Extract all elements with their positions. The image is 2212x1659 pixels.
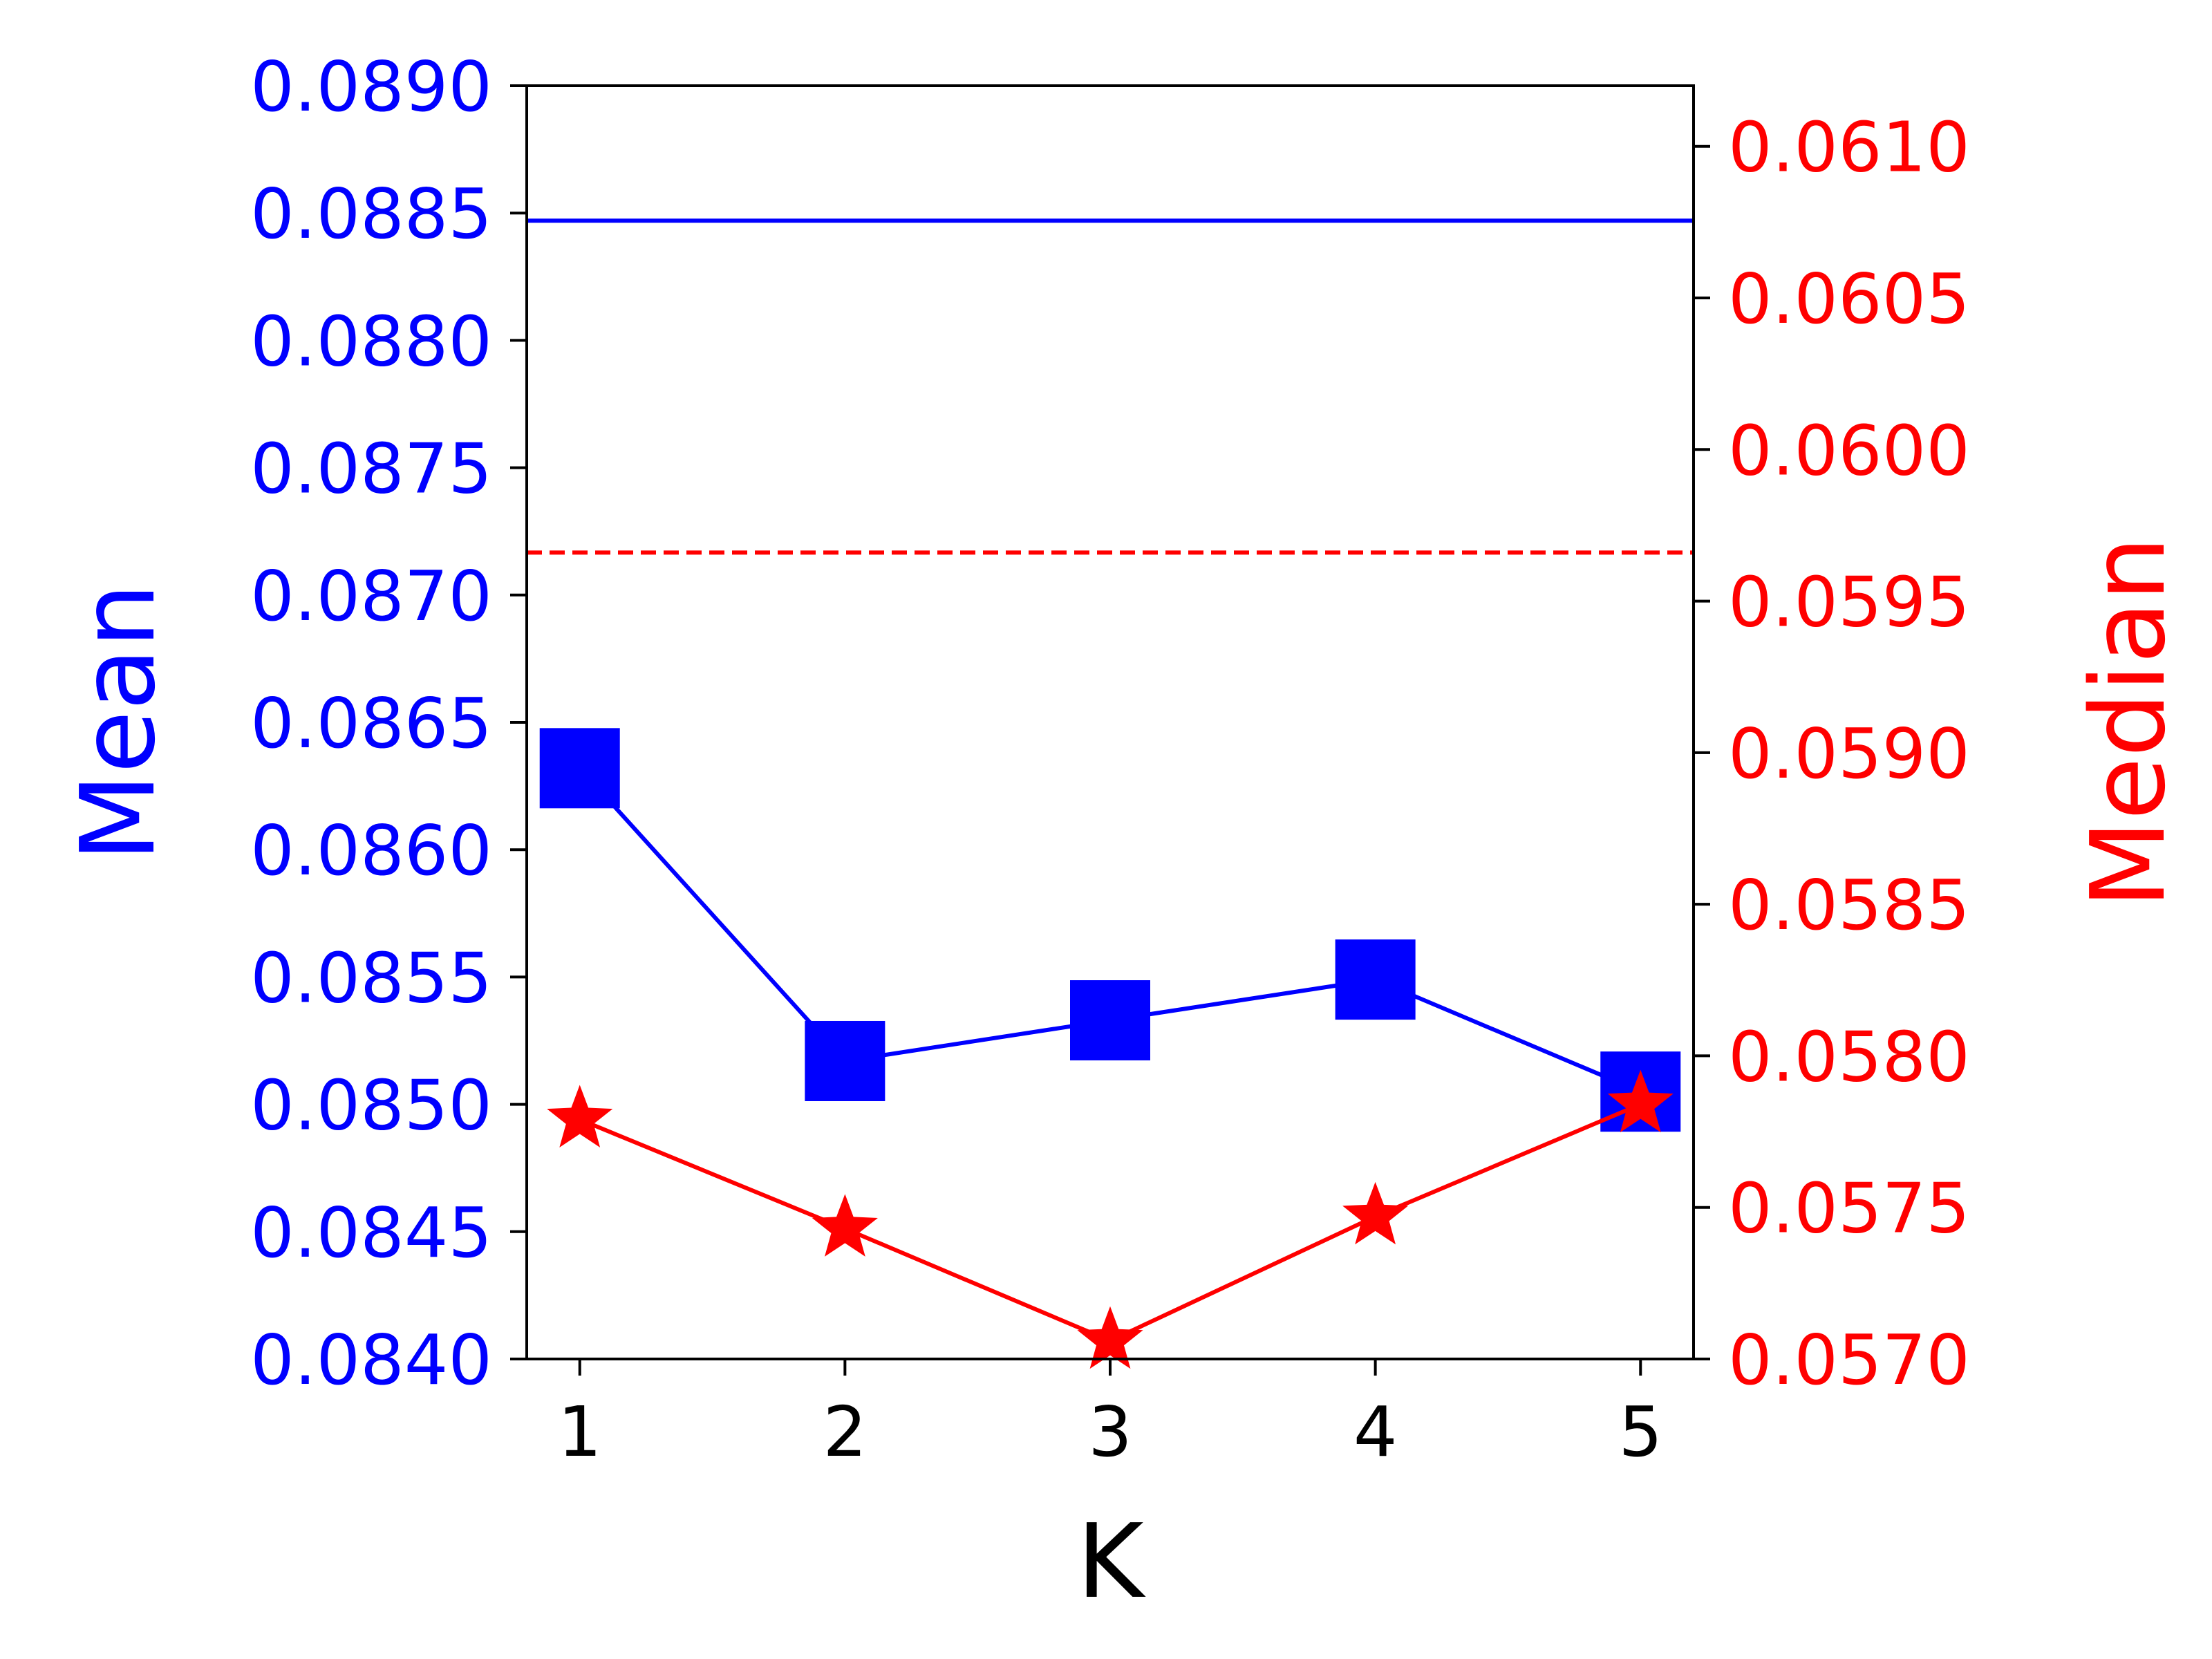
x-tick-label: 4: [1353, 1391, 1398, 1472]
median-star-marker: [547, 1085, 613, 1147]
x-tick-label: 5: [1618, 1391, 1662, 1472]
x-axis-title: K: [1076, 1502, 1146, 1621]
right-tick-label: 0.0585: [1728, 865, 1970, 946]
right-axis-title: Median: [2069, 536, 2188, 908]
left-tick-label: 0.0860: [250, 810, 492, 891]
left-tick-label: 0.0875: [250, 429, 492, 509]
left-axis: 0.0840 0.0845 0.0850 0.0855 0.0860 0.0865 0.08…: [250, 46, 527, 1400]
left-tick-label: 0.0855: [250, 937, 492, 1018]
mean-square-marker: [805, 1020, 885, 1101]
x-axis: 1 2 3 4 5: [558, 1359, 1662, 1472]
right-tick-label: 0.0575: [1728, 1168, 1970, 1249]
right-tick-label: 0.0590: [1728, 713, 1970, 794]
x-tick-label: 1: [558, 1391, 602, 1472]
left-tick-label: 0.0865: [250, 683, 492, 764]
left-tick-label: 0.0850: [250, 1065, 492, 1146]
median-star-marker: [812, 1194, 878, 1257]
right-axis: 0.0570 0.0575 0.0580 0.0585 0.0590 0.0595 0.06…: [1694, 107, 1970, 1400]
left-tick-label: 0.0845: [250, 1192, 492, 1273]
x-tick-label: 3: [1088, 1391, 1132, 1472]
mean-square-marker: [1335, 939, 1416, 1020]
right-tick-label: 0.0605: [1728, 259, 1970, 339]
right-tick-label: 0.0600: [1728, 410, 1970, 491]
left-axis-title: Mean: [59, 583, 178, 861]
median-star-marker: [1607, 1069, 1674, 1133]
left-tick-label: 0.0880: [250, 301, 492, 382]
right-tick-label: 0.0610: [1728, 107, 1970, 188]
right-tick-label: 0.0570: [1728, 1320, 1970, 1400]
left-tick-label: 0.0890: [250, 46, 492, 127]
right-series-line: [579, 1102, 1642, 1343]
x-tick-label: 2: [823, 1391, 868, 1472]
series-layer: [539, 728, 1681, 1369]
left-tick-label: 0.0870: [250, 556, 492, 637]
mean-square-marker: [1070, 980, 1150, 1061]
right-tick-label: 0.0580: [1728, 1016, 1970, 1097]
reference-lines: [527, 218, 1694, 555]
median-star-marker: [1342, 1181, 1409, 1245]
right-tick-label: 0.0595: [1728, 562, 1970, 643]
median-star-marker: [1077, 1306, 1143, 1369]
mean-square-marker: [539, 728, 620, 809]
left-tick-label: 0.0885: [250, 174, 492, 254]
left-tick-label: 0.0840: [250, 1320, 492, 1400]
